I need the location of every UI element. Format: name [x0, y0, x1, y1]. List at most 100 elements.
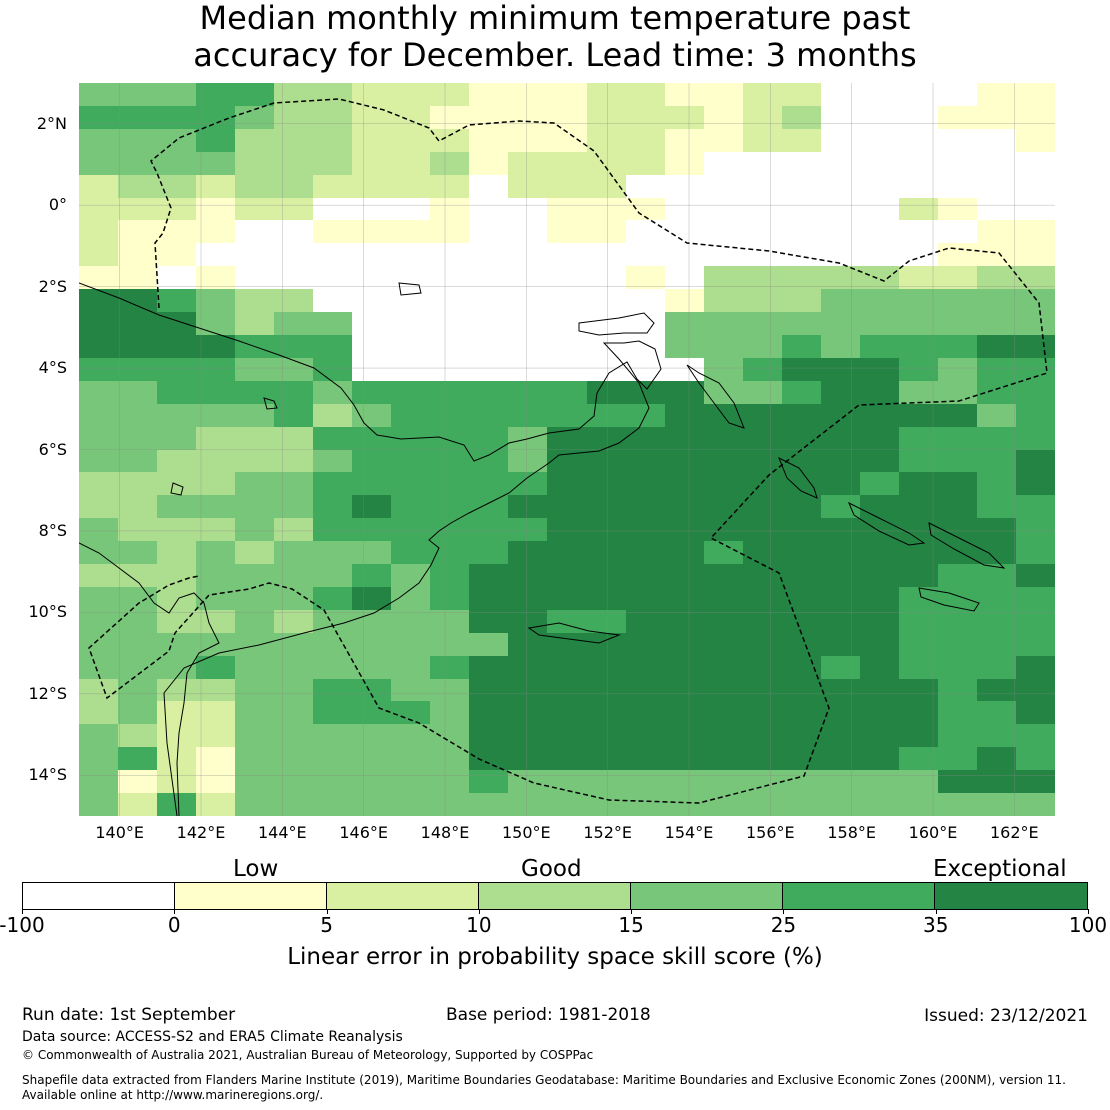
skill-cell [977, 633, 1016, 656]
skill-cell [352, 541, 391, 564]
skill-cell [743, 427, 782, 450]
skill-cell [157, 106, 196, 129]
eez-boundaries [88, 98, 1048, 804]
skill-cell [1016, 198, 1055, 220]
skill-cell [430, 198, 469, 220]
skill-cell [469, 518, 508, 541]
skill-cell [352, 175, 391, 198]
skill-cell [821, 610, 860, 633]
skill-cell [79, 404, 118, 427]
skill-cell [157, 404, 196, 427]
skill-cell [743, 381, 782, 404]
colorbar-tick-label: 10 [466, 913, 492, 937]
skill-cell [274, 266, 313, 289]
skill-cell [352, 472, 391, 495]
skill-cell [938, 427, 977, 450]
skill-cell [469, 175, 508, 198]
skill-cell [118, 541, 157, 564]
colorbar-segment [631, 883, 783, 909]
skill-cell [860, 358, 899, 381]
skill-cell [313, 656, 352, 679]
skill-cell [196, 266, 235, 289]
colorbar-segment [935, 883, 1087, 909]
skill-cell [547, 587, 587, 610]
skill-cell [782, 495, 821, 518]
skill-cell [547, 564, 587, 587]
skill-cell [782, 610, 821, 633]
skill-cell [547, 610, 587, 633]
skill-cell [118, 152, 157, 175]
category-label-good: Good [521, 856, 582, 882]
skill-cell [899, 243, 938, 266]
skill-cell [352, 564, 391, 587]
skill-cell [352, 106, 391, 129]
skill-cell [235, 495, 274, 518]
skill-cell [274, 495, 313, 518]
skill-cell [938, 335, 977, 358]
skill-cell [274, 747, 313, 770]
skill-cell [743, 724, 782, 747]
skill-cell [587, 747, 626, 770]
skill-cell [391, 495, 430, 518]
skill-cell [274, 335, 313, 358]
skill-cell [938, 679, 977, 701]
skill-cell [508, 701, 547, 724]
skill-cell [352, 793, 391, 816]
skill-cell [313, 564, 352, 587]
skill-cell [1016, 679, 1055, 701]
skill-cell [626, 381, 665, 404]
skill-cell [157, 450, 196, 472]
skill-cell [391, 770, 430, 793]
skill-cell [352, 610, 391, 633]
skill-cell [899, 701, 938, 724]
skill-cell [665, 289, 704, 312]
skill-cell [118, 564, 157, 587]
cape-york-coast [79, 542, 220, 816]
skill-cell [79, 656, 118, 679]
skill-cell [196, 564, 235, 587]
skill-cell [118, 220, 157, 243]
skill-cell [782, 633, 821, 656]
skill-cell [977, 404, 1016, 427]
skill-cell [665, 175, 704, 198]
skill-score-map [79, 83, 1055, 816]
skill-cell [821, 404, 860, 427]
skill-cell [391, 450, 430, 472]
skill-cell [821, 243, 860, 266]
skill-cell [587, 358, 626, 381]
skill-cell [1016, 610, 1055, 633]
skill-cell [938, 152, 977, 175]
colorbar-tick-label: 100 [1068, 913, 1108, 937]
skill-cell [157, 358, 196, 381]
skill-cell [899, 427, 938, 450]
colorbar-tick-label: 25 [770, 913, 797, 937]
skill-cell [118, 610, 157, 633]
skill-cell [313, 541, 352, 564]
skill-cell [79, 427, 118, 450]
skill-cell [626, 289, 665, 312]
skill-cell [665, 427, 704, 450]
skill-cell [352, 312, 391, 335]
skill-cell [860, 770, 899, 793]
skill-cell [235, 770, 274, 793]
skill-cell [157, 793, 196, 816]
skill-cell [469, 472, 508, 495]
skill-cell [938, 495, 977, 518]
skill-cell [235, 450, 274, 472]
skill-cell [977, 198, 1016, 220]
skill-cell [352, 701, 391, 724]
skill-cell [860, 198, 899, 220]
skill-cell [665, 152, 704, 175]
skill-cell [587, 198, 626, 220]
skill-cell [821, 656, 860, 679]
skill-cell [118, 198, 157, 220]
skill-cell [235, 152, 274, 175]
skill-cell [274, 358, 313, 381]
skill-cell [704, 495, 743, 518]
skill-cell [118, 724, 157, 747]
skill-cell [118, 747, 157, 770]
skill-cell [196, 518, 235, 541]
map-title-line-2: accuracy for December. Lead time: 3 mont… [193, 36, 917, 74]
skill-cell [118, 358, 157, 381]
colorbar-tick-mark [783, 909, 784, 914]
